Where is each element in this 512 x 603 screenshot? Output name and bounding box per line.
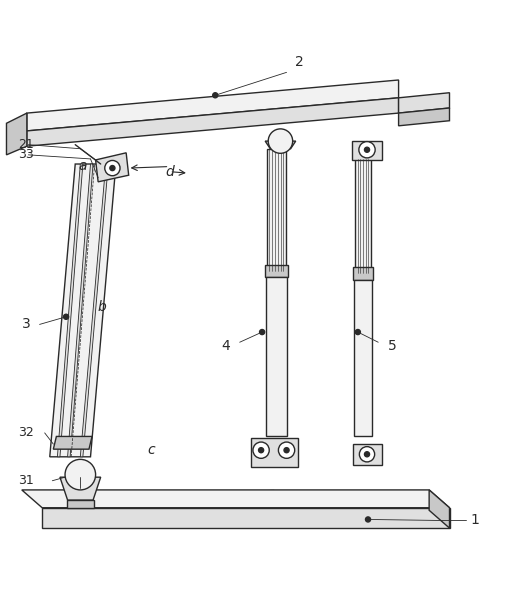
Text: 33: 33 xyxy=(18,148,34,162)
Circle shape xyxy=(63,314,69,320)
Polygon shape xyxy=(22,490,450,508)
Polygon shape xyxy=(265,141,296,149)
Circle shape xyxy=(284,447,289,453)
Polygon shape xyxy=(398,108,450,126)
Polygon shape xyxy=(267,149,286,271)
Polygon shape xyxy=(60,477,101,500)
Polygon shape xyxy=(266,277,287,437)
Polygon shape xyxy=(96,153,129,182)
Text: b: b xyxy=(98,300,106,314)
Polygon shape xyxy=(355,159,371,274)
Circle shape xyxy=(359,447,375,462)
Polygon shape xyxy=(354,280,372,437)
Polygon shape xyxy=(352,141,382,160)
Polygon shape xyxy=(67,500,94,508)
Polygon shape xyxy=(68,164,93,457)
Polygon shape xyxy=(429,490,450,528)
Polygon shape xyxy=(265,265,288,277)
Text: d: d xyxy=(165,165,174,178)
Circle shape xyxy=(365,147,370,153)
Circle shape xyxy=(355,329,360,335)
Circle shape xyxy=(359,142,375,158)
Circle shape xyxy=(366,517,371,522)
Text: 32: 32 xyxy=(18,426,34,440)
Circle shape xyxy=(279,442,295,458)
Polygon shape xyxy=(251,438,298,467)
Text: a: a xyxy=(79,159,87,173)
Circle shape xyxy=(260,329,265,335)
Text: c: c xyxy=(148,443,156,457)
Text: 31: 31 xyxy=(18,474,34,487)
Polygon shape xyxy=(57,164,83,457)
Polygon shape xyxy=(353,267,373,280)
Circle shape xyxy=(105,160,120,175)
Text: 4: 4 xyxy=(221,339,230,353)
Circle shape xyxy=(65,459,96,490)
Polygon shape xyxy=(80,164,109,457)
Polygon shape xyxy=(42,508,450,528)
Text: 1: 1 xyxy=(471,514,479,528)
Text: 2: 2 xyxy=(295,55,304,69)
Circle shape xyxy=(212,93,218,98)
Polygon shape xyxy=(27,98,398,146)
Polygon shape xyxy=(53,437,92,449)
Text: 21: 21 xyxy=(18,138,34,151)
Polygon shape xyxy=(398,93,450,113)
Text: 5: 5 xyxy=(388,339,397,353)
Circle shape xyxy=(365,452,370,457)
Polygon shape xyxy=(7,113,27,155)
Text: 3: 3 xyxy=(22,317,30,332)
Polygon shape xyxy=(353,444,382,466)
Polygon shape xyxy=(27,80,398,131)
Circle shape xyxy=(110,166,115,171)
Circle shape xyxy=(268,129,293,153)
Circle shape xyxy=(259,447,264,453)
Polygon shape xyxy=(50,164,116,457)
Circle shape xyxy=(253,442,269,458)
